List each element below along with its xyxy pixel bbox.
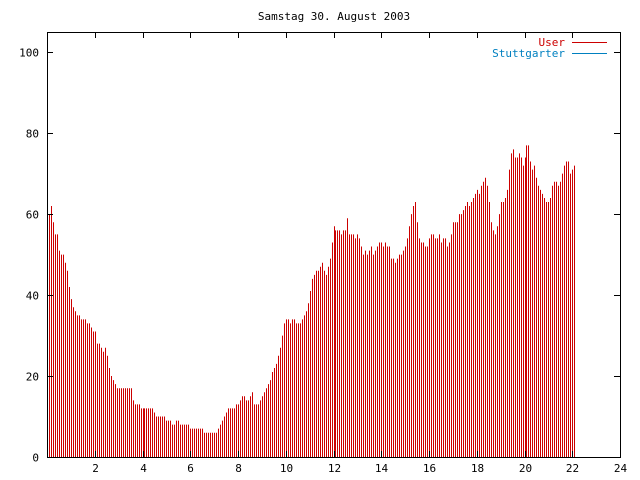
x-tick-label: 24 (614, 462, 628, 475)
x-tick-label: 18 (471, 462, 484, 475)
y-axis: 0 20 40 60 80 100 (19, 47, 620, 465)
x-axis: 2 4 6 8 10 12 14 16 18 20 22 24 (92, 32, 627, 475)
chart-title: Samstag 30. August 2003 (258, 10, 410, 23)
x-tick-label: 10 (280, 462, 293, 475)
x-tick-label: 2 (92, 462, 99, 475)
y-tick-label: 20 (26, 371, 39, 384)
y-tick-label: 40 (26, 290, 39, 303)
x-tick-label: 12 (328, 462, 341, 475)
x-tick-label: 22 (566, 462, 579, 475)
bars-group (47, 145, 575, 457)
legend: User Stuttgarter (492, 36, 607, 60)
y-tick-label: 0 (32, 452, 39, 465)
x-tick-label: 16 (423, 462, 436, 475)
x-tick-label: 14 (375, 462, 389, 475)
x-tick-label: 20 (519, 462, 532, 475)
x-tick-label: 8 (235, 462, 242, 475)
y-tick-label: 80 (26, 128, 39, 141)
y-tick-label: 100 (19, 47, 39, 60)
y-tick-label: 60 (26, 209, 39, 222)
x-tick-label: 4 (140, 462, 147, 475)
legend-label-stuttgarter: Stuttgarter (492, 47, 565, 60)
x-tick-label: 6 (187, 462, 194, 475)
legend-label-user: User (539, 36, 566, 49)
